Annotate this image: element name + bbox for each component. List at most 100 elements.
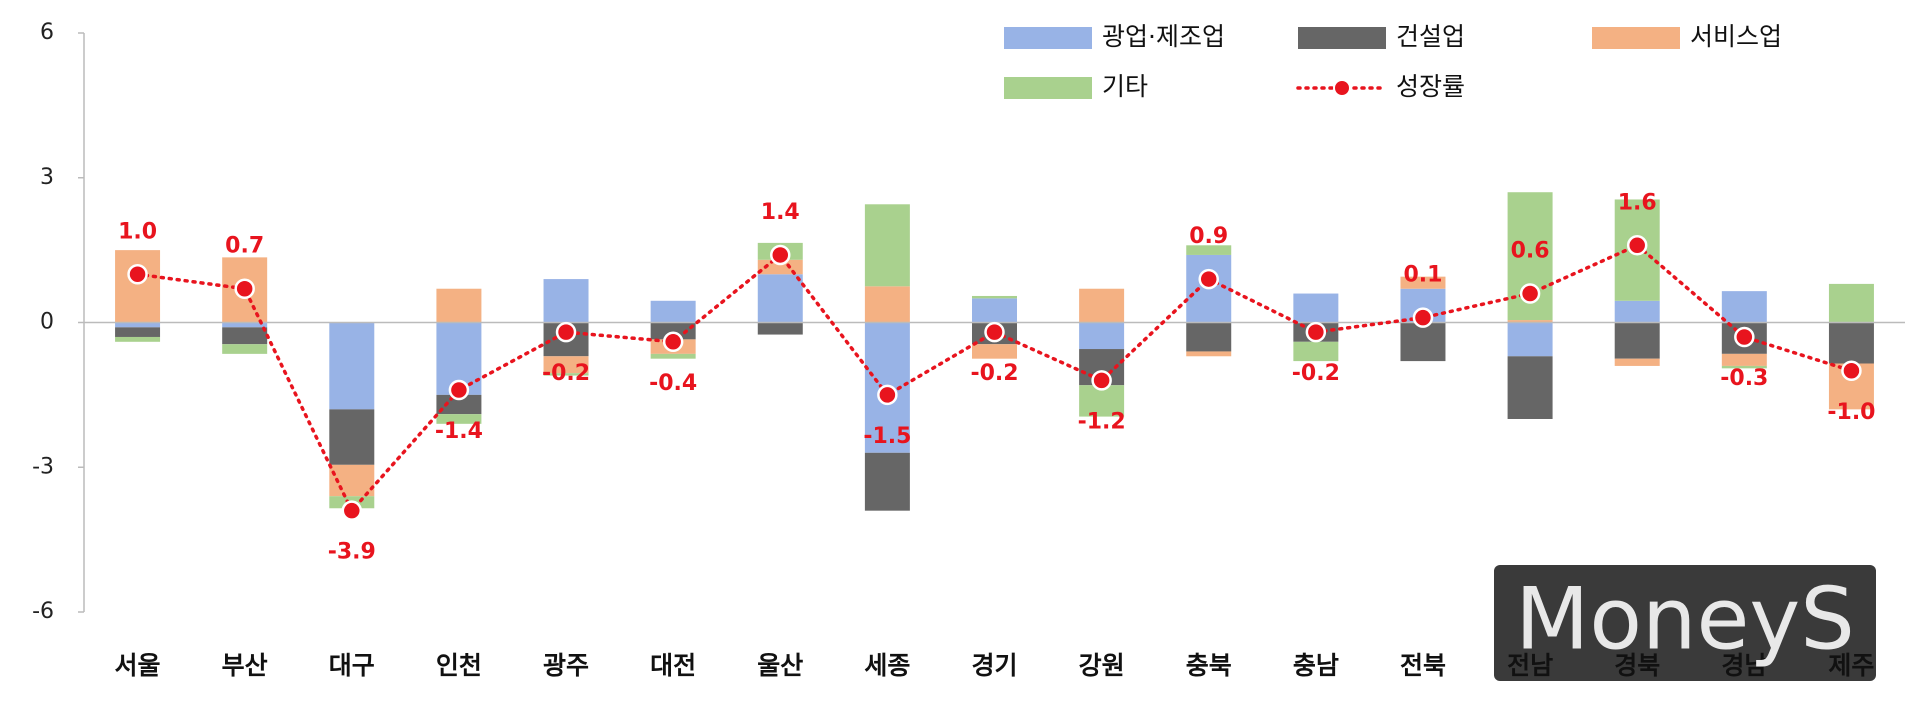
bar-segment [1614,322,1660,359]
bar-segment [222,322,268,328]
bar-segment [115,250,161,323]
x-tick-label: 경기 [971,651,1017,680]
value-label: -0.2 [1292,361,1340,386]
bar-segment [1614,358,1660,366]
value-label: -0.2 [542,361,590,386]
x-tick-label: 전남 [1507,651,1553,680]
watermark-box [1494,565,1876,681]
bar-segment [543,356,589,374]
growth-point [662,331,684,353]
value-label: -1.0 [1827,400,1875,425]
bar-segment [543,279,589,323]
bar-segment [1721,291,1767,323]
growth-point [984,321,1005,343]
growth-point [770,244,791,266]
x-tick-label: 충남 [1293,651,1339,680]
legend-swatch [1298,27,1386,49]
x-tick-label: 대전 [650,651,696,680]
x-tick-label: 제주 [1828,651,1874,680]
watermark: MoneyS [1515,569,1855,669]
x-tick-label: 서울 [115,651,161,680]
growth-point [1734,326,1755,348]
y-tick-label: -3 [32,454,54,479]
y-tick-label: 6 [40,20,54,45]
legend-label: 기타 [1102,72,1148,101]
bar-segment [1400,276,1446,289]
value-label: -0.2 [970,361,1018,386]
value-label: 0.6 [1511,239,1550,264]
growth-point [448,379,470,401]
bar-segment [1293,341,1339,362]
bar-segment [1828,283,1874,323]
bar-segment [1186,351,1232,357]
growth-point [1305,321,1327,343]
bar-segment [650,353,696,359]
y-tick-label: 3 [40,165,54,190]
bar-segment [1507,322,1553,357]
legend-swatch [1004,77,1092,99]
legend-label: 성장률 [1396,72,1465,101]
bar-segment [329,322,375,410]
bar-segment [436,394,482,415]
bar-segment [1079,322,1125,350]
x-tick-label: 광주 [543,651,589,680]
bar-segment [115,336,161,342]
x-tick-label: 울산 [757,651,803,680]
legend-label: 광업·제조업 [1102,22,1225,51]
bar-segment [1507,320,1553,323]
legend-label: 건설업 [1396,22,1465,51]
x-tick-label: 세종 [864,651,910,680]
bar-segment [436,288,482,323]
bar-segment [1721,353,1767,366]
bar-segment [329,409,375,465]
bar-segment [115,322,161,328]
bar-segment [222,344,268,354]
legend-swatch [1592,27,1680,49]
x-tick-label: 부산 [222,651,268,680]
bar-segment [222,327,268,345]
bar-segment [972,344,1017,359]
legend-swatch [1004,27,1092,49]
y-tick-label: 0 [40,310,54,335]
value-label: -3.9 [328,540,376,565]
bar-segment [757,322,803,335]
x-tick-label: 인천 [436,651,482,680]
growth-point [877,384,898,406]
value-label: -1.2 [1078,409,1126,434]
value-label: -0.4 [649,371,697,396]
x-tick-label: 강원 [1079,651,1125,680]
bar-segment [972,295,1017,299]
bar-segment [650,300,696,323]
value-label: 1.4 [761,200,800,225]
legend-dot [1333,79,1351,97]
growth-point [1198,268,1219,290]
growth-point [1841,360,1862,381]
bar-segment [1293,293,1339,323]
bar-segment [864,452,910,511]
growth-point [1519,283,1541,304]
value-label: -0.3 [1720,366,1768,391]
bar-segment [864,204,910,287]
growth-point [1412,307,1434,328]
value-label: 0.1 [1403,263,1442,288]
x-tick-label: 충북 [1186,651,1232,680]
bar-segment [1614,300,1660,323]
x-tick-label: 경북 [1614,651,1660,680]
legend-label: 서비스업 [1690,22,1782,51]
value-label: 0.9 [1189,224,1228,249]
bar-segment [1186,322,1232,352]
growth-point [1091,370,1112,391]
x-tick-label: 전북 [1400,651,1446,680]
bar-segment [1079,288,1125,323]
bar-segment [1721,365,1767,369]
growth-point [127,264,148,285]
bar-segment [1828,322,1874,364]
x-tick-label: 경남 [1721,651,1767,680]
x-tick-label: 대구 [329,651,375,680]
bar-segment [1507,356,1553,419]
value-label: -1.4 [435,419,483,444]
bar-segment [757,274,803,323]
growth-point [1626,235,1648,256]
bar-segment [972,298,1017,323]
